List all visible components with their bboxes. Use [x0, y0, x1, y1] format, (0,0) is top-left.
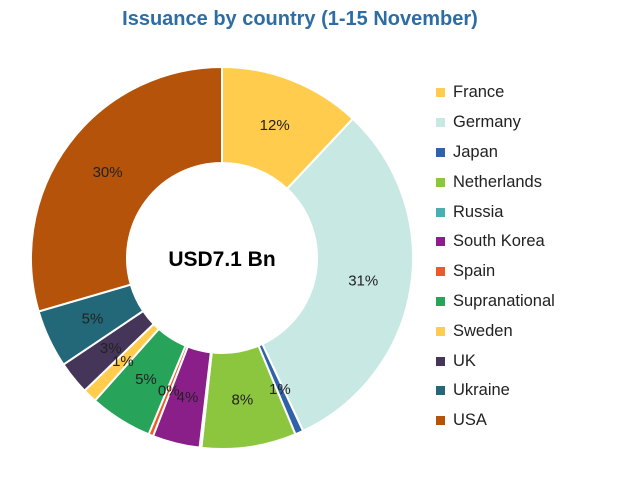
- legend-swatch: [436, 296, 445, 306]
- chart-title: Issuance by country (1-15 November): [122, 8, 478, 30]
- legend-label: Ukraine: [453, 381, 510, 400]
- legend-item-ukraine: Ukraine: [436, 376, 616, 406]
- slice-germany: [261, 117, 414, 433]
- legend-swatch: [436, 267, 445, 277]
- legend-item-germany: Germany: [436, 108, 616, 138]
- legend-item-south-korea: South Korea: [436, 227, 616, 257]
- legend-swatch: [436, 177, 445, 187]
- legend-swatch: [436, 207, 445, 217]
- legend-label: Netherlands: [453, 172, 542, 191]
- legend-swatch: [436, 356, 445, 366]
- legend-swatch: [436, 326, 445, 336]
- slice-usa: [30, 65, 223, 313]
- slice-label-germany: 31%: [348, 272, 378, 289]
- slice-label-netherlands: 8%: [232, 392, 254, 409]
- legend-swatch: [436, 237, 445, 247]
- legend-item-spain: Spain: [436, 257, 616, 287]
- slice-label-ukraine: 5%: [82, 311, 104, 328]
- legend-swatch: [436, 386, 445, 396]
- legend-swatch: [436, 88, 445, 98]
- legend-item-usa: USA: [436, 406, 616, 436]
- slice-label-south-korea: 4%: [177, 389, 199, 406]
- slice-label-uk: 3%: [100, 340, 122, 357]
- legend-item-netherlands: Netherlands: [436, 167, 616, 197]
- legend: France Germany Japan Netherlands Russia South…: [436, 78, 616, 436]
- legend-label: Japan: [453, 142, 498, 161]
- legend-label: South Korea: [453, 232, 545, 251]
- legend-label: Sweden: [453, 321, 513, 340]
- legend-item-sweden: Sweden: [436, 316, 616, 346]
- legend-item-france: France: [436, 78, 616, 108]
- legend-label: Germany: [453, 113, 521, 132]
- legend-swatch: [436, 147, 445, 157]
- slice-label-usa: 30%: [93, 164, 123, 181]
- center-label: USD7.1 Bn: [168, 248, 275, 271]
- legend-label: Russia: [453, 202, 504, 221]
- slice-label-sweden: 1%: [112, 353, 134, 370]
- legend-label: UK: [453, 351, 476, 370]
- slice-label-japan: 1%: [269, 381, 291, 398]
- slice-label-supranational: 5%: [135, 371, 157, 388]
- legend-label: Spain: [453, 262, 496, 281]
- legend-item-russia: Russia: [436, 197, 616, 227]
- legend-label: USA: [453, 411, 487, 430]
- legend-swatch: [436, 416, 445, 426]
- legend-label: Supranational: [453, 291, 555, 310]
- legend-item-japan: Japan: [436, 138, 616, 168]
- legend-item-uk: UK: [436, 346, 616, 376]
- slice-label-spain: 0%: [158, 383, 180, 400]
- slice-label-france: 12%: [260, 117, 290, 134]
- legend-item-supranational: Supranational: [436, 287, 616, 317]
- legend-swatch: [436, 118, 445, 128]
- legend-label: France: [453, 83, 505, 102]
